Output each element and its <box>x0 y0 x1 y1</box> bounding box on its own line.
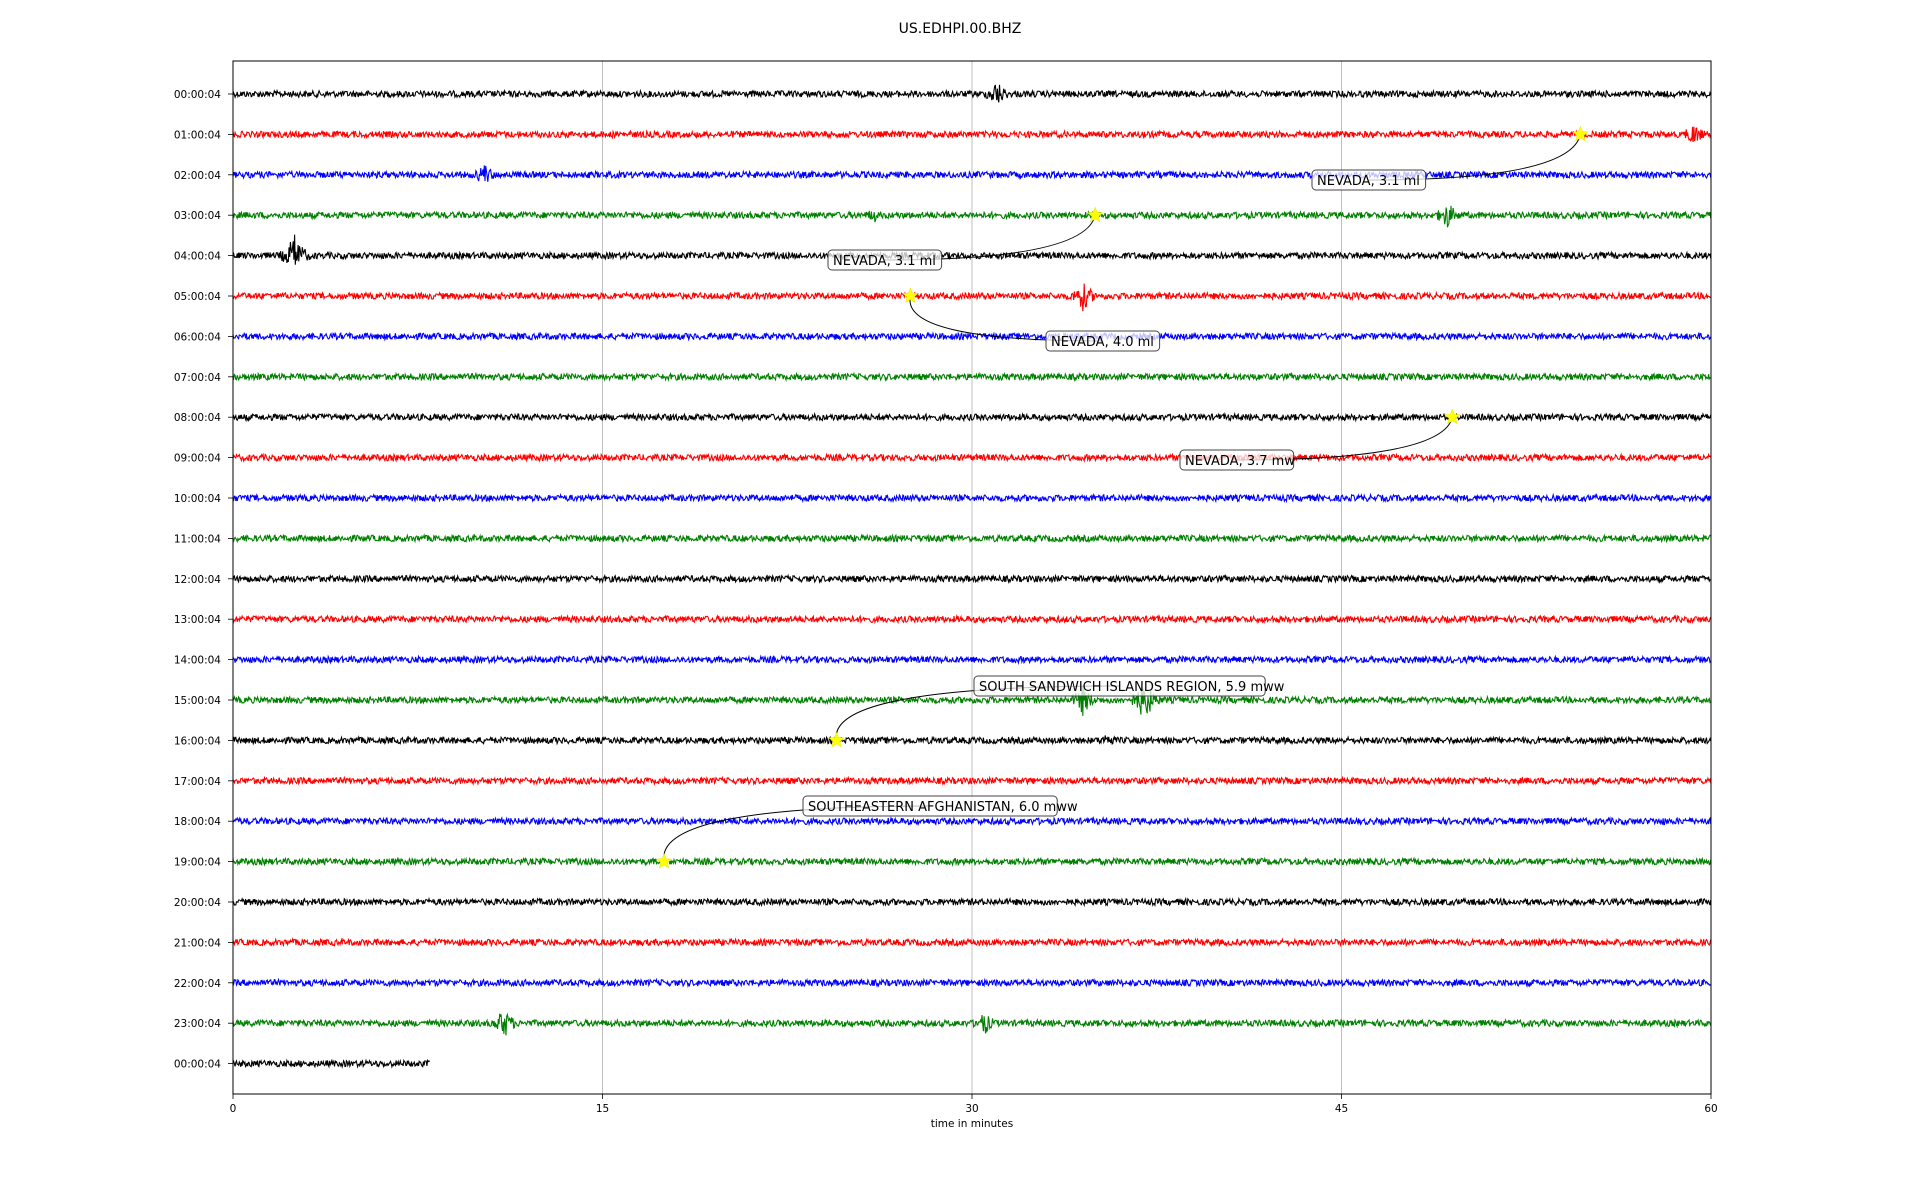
trace-line <box>232 205 1712 228</box>
trace-line <box>232 84 1712 103</box>
row-time-label: 18:00:04 <box>174 816 221 828</box>
trace-line <box>232 371 1711 383</box>
trace-line <box>232 896 1712 908</box>
row-time-label: 03:00:04 <box>174 210 221 222</box>
row-time-label: 21:00:04 <box>174 937 221 949</box>
trace-line <box>232 452 1712 463</box>
event-star-marker <box>828 731 845 748</box>
row-time-label: 06:00:04 <box>174 331 221 343</box>
x-tick-label: 0 <box>230 1103 237 1115</box>
row-time-label: 15:00:04 <box>174 695 221 707</box>
trace-line <box>232 533 1712 544</box>
annotation-box <box>973 675 1266 697</box>
annotation-label: NEVADA, 3.7 mw <box>1185 454 1295 469</box>
trace-line <box>232 126 1712 143</box>
annotation-label: NEVADA, 4.0 ml <box>1051 335 1154 350</box>
annotation-label: SOUTH SANDWICH ISLANDS REGION, 5.9 mww <box>979 680 1285 695</box>
trace-line <box>232 411 1712 423</box>
event-star-marker <box>1572 125 1589 142</box>
row-time-label: 12:00:04 <box>174 574 221 586</box>
row-time-label: 00:00:04 <box>174 1059 221 1071</box>
trace-line <box>232 331 1712 342</box>
trace-line <box>232 234 1712 265</box>
trace-line <box>232 613 1712 625</box>
row-time-label: 17:00:04 <box>174 776 221 788</box>
row-time-label: 05:00:04 <box>174 291 221 303</box>
event-star-marker <box>902 287 919 304</box>
row-time-label: 16:00:04 <box>174 735 221 747</box>
annotation-label: NEVADA, 3.1 ml <box>1317 174 1420 189</box>
row-time-label: 00:00:04 <box>174 89 221 101</box>
row-time-label: 10:00:04 <box>174 493 221 505</box>
row-time-label: 04:00:04 <box>174 251 221 263</box>
row-time-label: 23:00:04 <box>174 1018 221 1030</box>
trace-line <box>232 283 1711 312</box>
x-tick-label: 15 <box>596 1103 609 1115</box>
event-star-marker <box>1444 408 1461 425</box>
row-time-label: 01:00:04 <box>174 129 221 141</box>
trace-line <box>232 815 1712 827</box>
annotation-box <box>1179 449 1295 471</box>
row-time-label: 11:00:04 <box>174 533 221 545</box>
row-time-label: 08:00:04 <box>174 412 221 424</box>
row-time-label: 09:00:04 <box>174 453 221 465</box>
annotation-box <box>802 795 1058 817</box>
x-axis-label: time in minutes <box>931 1118 1013 1130</box>
row-time-label: 19:00:04 <box>174 857 221 869</box>
annotation-label: SOUTHEASTERN AFGHANISTAN, 6.0 mww <box>808 800 1078 815</box>
trace-line <box>232 1012 1712 1036</box>
trace-line <box>232 937 1712 948</box>
x-tick-label: 30 <box>965 1103 978 1115</box>
trace-line <box>232 1058 431 1069</box>
trace-line <box>232 977 1712 989</box>
row-time-label: 02:00:04 <box>174 170 221 182</box>
event-star-marker <box>655 852 673 869</box>
annotation-box <box>1045 330 1161 352</box>
row-time-label: 20:00:04 <box>174 897 221 909</box>
x-tick-label: 60 <box>1704 1103 1717 1115</box>
row-time-label: 13:00:04 <box>174 614 221 626</box>
event-star-marker <box>1086 206 1104 223</box>
chart-title: US.EDHPI.00.BHZ <box>898 21 1022 37</box>
trace-line <box>232 654 1712 665</box>
annotation-box <box>827 249 943 271</box>
row-time-label: 14:00:04 <box>174 655 221 667</box>
x-tick-label: 45 <box>1335 1103 1348 1115</box>
trace-line <box>232 165 1712 182</box>
trace-line <box>232 735 1712 746</box>
row-time-label: 07:00:04 <box>174 372 221 384</box>
trace-line <box>232 492 1712 504</box>
trace-line <box>232 684 1712 716</box>
row-time-label: 22:00:04 <box>174 978 221 990</box>
trace-line <box>232 573 1711 585</box>
trace-line <box>232 775 1712 787</box>
trace-line <box>232 856 1712 867</box>
annotation-box <box>1311 169 1427 191</box>
annotation-label: NEVADA, 3.1 ml <box>833 254 936 269</box>
